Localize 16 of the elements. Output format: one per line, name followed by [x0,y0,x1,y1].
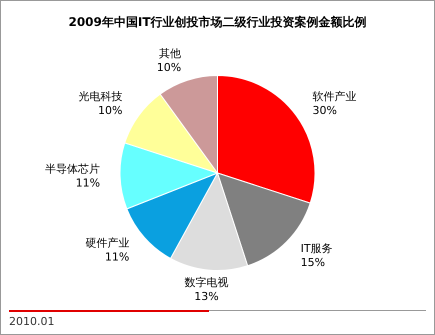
slice-label: 其他 [159,47,182,60]
data-label: 10% [156,61,182,74]
data-label: 11% [104,250,130,264]
text: 2010.01 [9,315,54,328]
slice-label: 光电科技 [78,90,122,103]
data-label: 30% [312,104,338,117]
data-label: 15% [300,256,326,269]
slice-label: IT服务 [300,242,333,255]
slice-label: 软件产业 [312,90,357,103]
data-label: 10% [98,104,122,117]
chart-title: 2009年中国IT行业创投市场二级行业投资案例金额比例 [67,14,368,31]
data-label: 13% [194,290,219,303]
data-label: 11% [76,176,100,190]
slice-label: 硬件产业 [85,236,130,250]
slice-label: 半导体芯片 [45,162,100,176]
slice-label: 数字电视 [184,276,228,289]
